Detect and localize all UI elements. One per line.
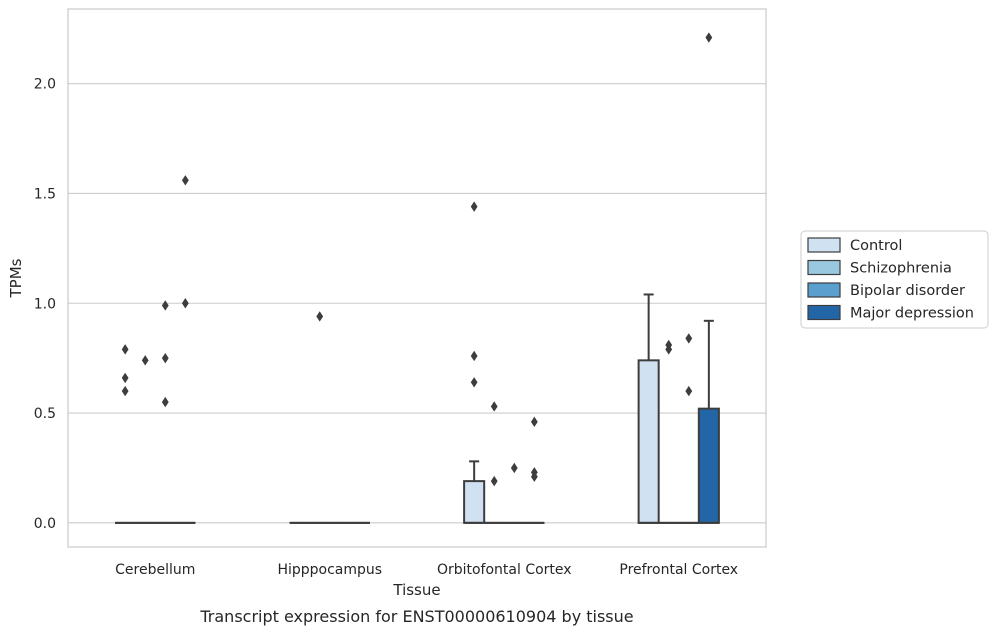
outlier-point <box>161 396 169 408</box>
legend-label: Control <box>850 238 902 254</box>
outlier-point <box>530 416 538 428</box>
box <box>524 416 545 524</box>
legend-box <box>800 230 989 329</box>
outlier-point <box>141 355 149 366</box>
legend-swatch <box>807 259 841 276</box>
outlier-point <box>490 401 498 412</box>
x-tick-label: Orbitofontal Cortex <box>437 562 572 578</box>
outlier-point <box>470 377 478 388</box>
y-tick-label: 1.0 <box>34 296 56 312</box>
y-tick-label: 0.0 <box>34 516 56 532</box>
outlier-point <box>510 462 518 474</box>
outlier-point <box>161 300 169 311</box>
box-body <box>637 359 660 524</box>
box <box>155 300 176 524</box>
legend-swatch <box>807 282 841 298</box>
outlier-point <box>121 372 129 384</box>
y-axis-label: TPMs <box>7 258 25 298</box>
box <box>135 355 156 524</box>
box <box>463 201 486 524</box>
x-axis-ticks: Cerebellum Hipppocampus Orbitofontal Corte… <box>115 562 738 578</box>
outlier-point <box>685 385 693 397</box>
outlier-point <box>121 344 129 355</box>
legend: Control Schizophrenia Bipolar disorder Majo… <box>800 230 989 329</box>
y-tick-label: 1.5 <box>34 186 56 202</box>
outlier-point <box>161 352 169 364</box>
outlier-point <box>316 311 324 322</box>
x-axis-label: Tissue <box>392 581 440 599</box>
outlier-point <box>530 471 538 482</box>
outlier-point <box>121 385 129 397</box>
x-tick-label: Cerebellum <box>115 562 195 578</box>
box-body <box>463 480 486 524</box>
outlier-point <box>490 475 498 487</box>
plot-area <box>115 32 720 524</box>
chart-caption: Transcript expression for ENST0000061090… <box>199 607 633 626</box>
box <box>658 339 679 524</box>
x-tick-label: Prefrontal Cortex <box>619 562 738 578</box>
legend-label: Major depression <box>850 306 974 322</box>
box <box>697 32 720 524</box>
outlier-point <box>181 175 189 186</box>
outlier-point <box>665 344 673 355</box>
legend-swatch <box>807 237 841 253</box>
outlier-point <box>470 201 478 212</box>
outlier-point <box>181 298 189 309</box>
box <box>309 311 330 524</box>
box <box>637 293 660 524</box>
outlier-point <box>470 350 478 362</box>
box-body <box>697 407 720 524</box>
axes-frame <box>67 8 767 548</box>
y-tick-label: 0.5 <box>34 406 56 422</box>
legend-label: Bipolar disorder <box>850 283 965 299</box>
legend-swatch <box>807 304 841 321</box>
grid-lines <box>68 83 766 524</box>
box <box>678 333 699 524</box>
y-tick-label: 2.0 <box>34 77 56 93</box>
legend-label: Schizophrenia <box>850 261 952 277</box>
box <box>504 462 525 524</box>
x-tick-label: Hipppocampus <box>277 562 382 578</box>
box <box>484 401 505 524</box>
box <box>175 175 196 524</box>
outlier-point <box>705 32 713 43</box>
box <box>115 344 136 524</box>
outlier-point <box>685 333 693 344</box>
y-axis-ticks: 0.0 0.5 1.0 1.5 2.0 <box>34 77 56 532</box>
